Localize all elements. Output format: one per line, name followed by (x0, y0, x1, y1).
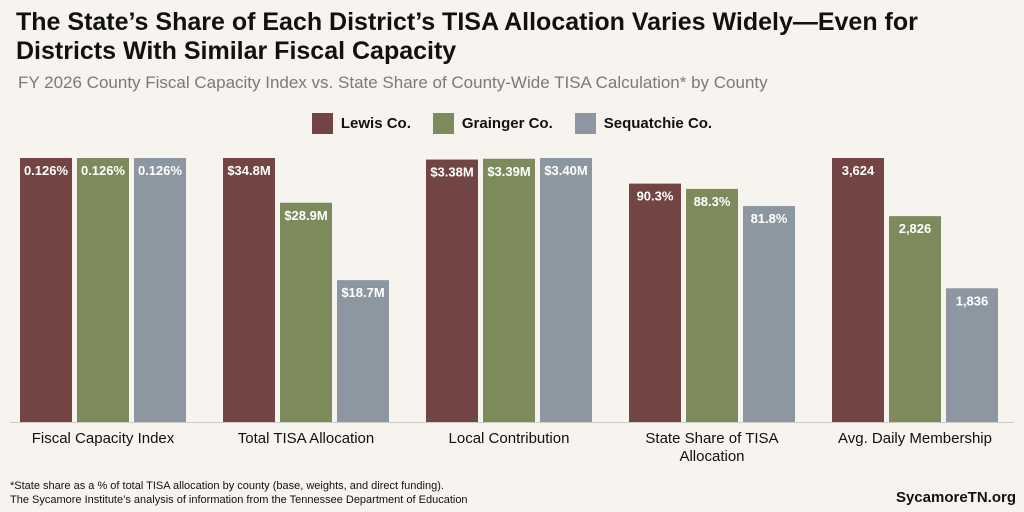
bar-local-contribution-sequatchie-co (540, 158, 592, 422)
bar-fiscal-capacity-index-sequatchie-co (134, 158, 186, 422)
bar-total-tisa-allocation-lewis-co (223, 158, 275, 422)
data-label-local-contribution-sequatchie-co: $3.40M (544, 163, 587, 178)
category-label-fiscal-capacity-index: Fiscal Capacity Index (32, 430, 175, 447)
legend: Lewis Co. Grainger Co. Sequatchie Co. (0, 113, 1024, 134)
footnote: *State share as a % of total TISA alloca… (10, 479, 468, 507)
category-label-local-contribution: Local Contribution (449, 430, 570, 447)
bar-fiscal-capacity-index-grainger-co (77, 158, 129, 422)
bar-state-share-of-tisa-allocation-lewis-co (629, 183, 681, 422)
bar-avg-daily-membership-sequatchie-co (946, 288, 998, 422)
legend-label-sequatchie: Sequatchie Co. (603, 115, 713, 132)
data-label-fiscal-capacity-index-sequatchie-co: 0.126% (138, 163, 183, 178)
bar-avg-daily-membership-grainger-co (889, 216, 941, 422)
category-label-avg-daily-membership: Avg. Daily Membership (838, 430, 992, 447)
bar-total-tisa-allocation-sequatchie-co (337, 280, 389, 422)
legend-swatch-grainger (432, 113, 454, 134)
bar-state-share-of-tisa-allocation-sequatchie-co (743, 206, 795, 422)
legend-item-grainger: Grainger Co. (432, 113, 553, 134)
data-label-fiscal-capacity-index-grainger-co: 0.126% (81, 163, 126, 178)
legend-label-grainger: Grainger Co. (461, 115, 553, 132)
data-label-total-tisa-allocation-sequatchie-co: $18.7M (341, 285, 384, 300)
bar-total-tisa-allocation-grainger-co (280, 202, 332, 422)
bar-fiscal-capacity-index-lewis-co (20, 158, 72, 422)
chart-title: The State’s Share of Each District’s TIS… (16, 8, 918, 65)
data-label-avg-daily-membership-lewis-co: 3,624 (842, 163, 875, 178)
legend-label-lewis: Lewis Co. (340, 115, 411, 132)
legend-item-lewis: Lewis Co. (311, 113, 411, 134)
category-label-state-share-of-tisa-allocation-line2: Allocation (679, 448, 744, 465)
data-label-total-tisa-allocation-grainger-co: $28.9M (284, 208, 327, 223)
footnote-note: *State share as a % of total TISA alloca… (10, 480, 444, 492)
data-label-avg-daily-membership-grainger-co: 2,826 (899, 221, 932, 236)
legend-swatch-sequatchie (574, 113, 596, 134)
data-label-local-contribution-lewis-co: $3.38M (430, 165, 473, 180)
data-label-state-share-of-tisa-allocation-grainger-co: 88.3% (694, 194, 731, 209)
data-label-fiscal-capacity-index-lewis-co: 0.126% (24, 163, 69, 178)
data-label-state-share-of-tisa-allocation-lewis-co: 90.3% (637, 189, 674, 204)
legend-item-sequatchie: Sequatchie Co. (574, 113, 713, 134)
legend-swatch-lewis (311, 113, 333, 134)
data-label-state-share-of-tisa-allocation-sequatchie-co: 81.8% (751, 211, 788, 226)
category-label-state-share-of-tisa-allocation: State Share of TISA (645, 430, 778, 447)
bar-avg-daily-membership-lewis-co (832, 158, 884, 422)
bar-local-contribution-grainger-co (483, 158, 535, 422)
data-label-total-tisa-allocation-lewis-co: $34.8M (227, 163, 270, 178)
data-label-local-contribution-grainger-co: $3.39M (487, 164, 530, 179)
footnote-source: The Sycamore Institute’s analysis of inf… (10, 494, 468, 506)
bar-local-contribution-lewis-co (426, 159, 478, 422)
bar-state-share-of-tisa-allocation-grainger-co (686, 188, 738, 422)
category-label-total-tisa-allocation: Total TISA Allocation (238, 430, 374, 447)
brand-logo-text: SycamoreTN.org (895, 489, 1016, 506)
data-label-avg-daily-membership-sequatchie-co: 1,836 (956, 293, 989, 308)
chart-subtitle: FY 2026 County Fiscal Capacity Index vs.… (18, 73, 768, 92)
